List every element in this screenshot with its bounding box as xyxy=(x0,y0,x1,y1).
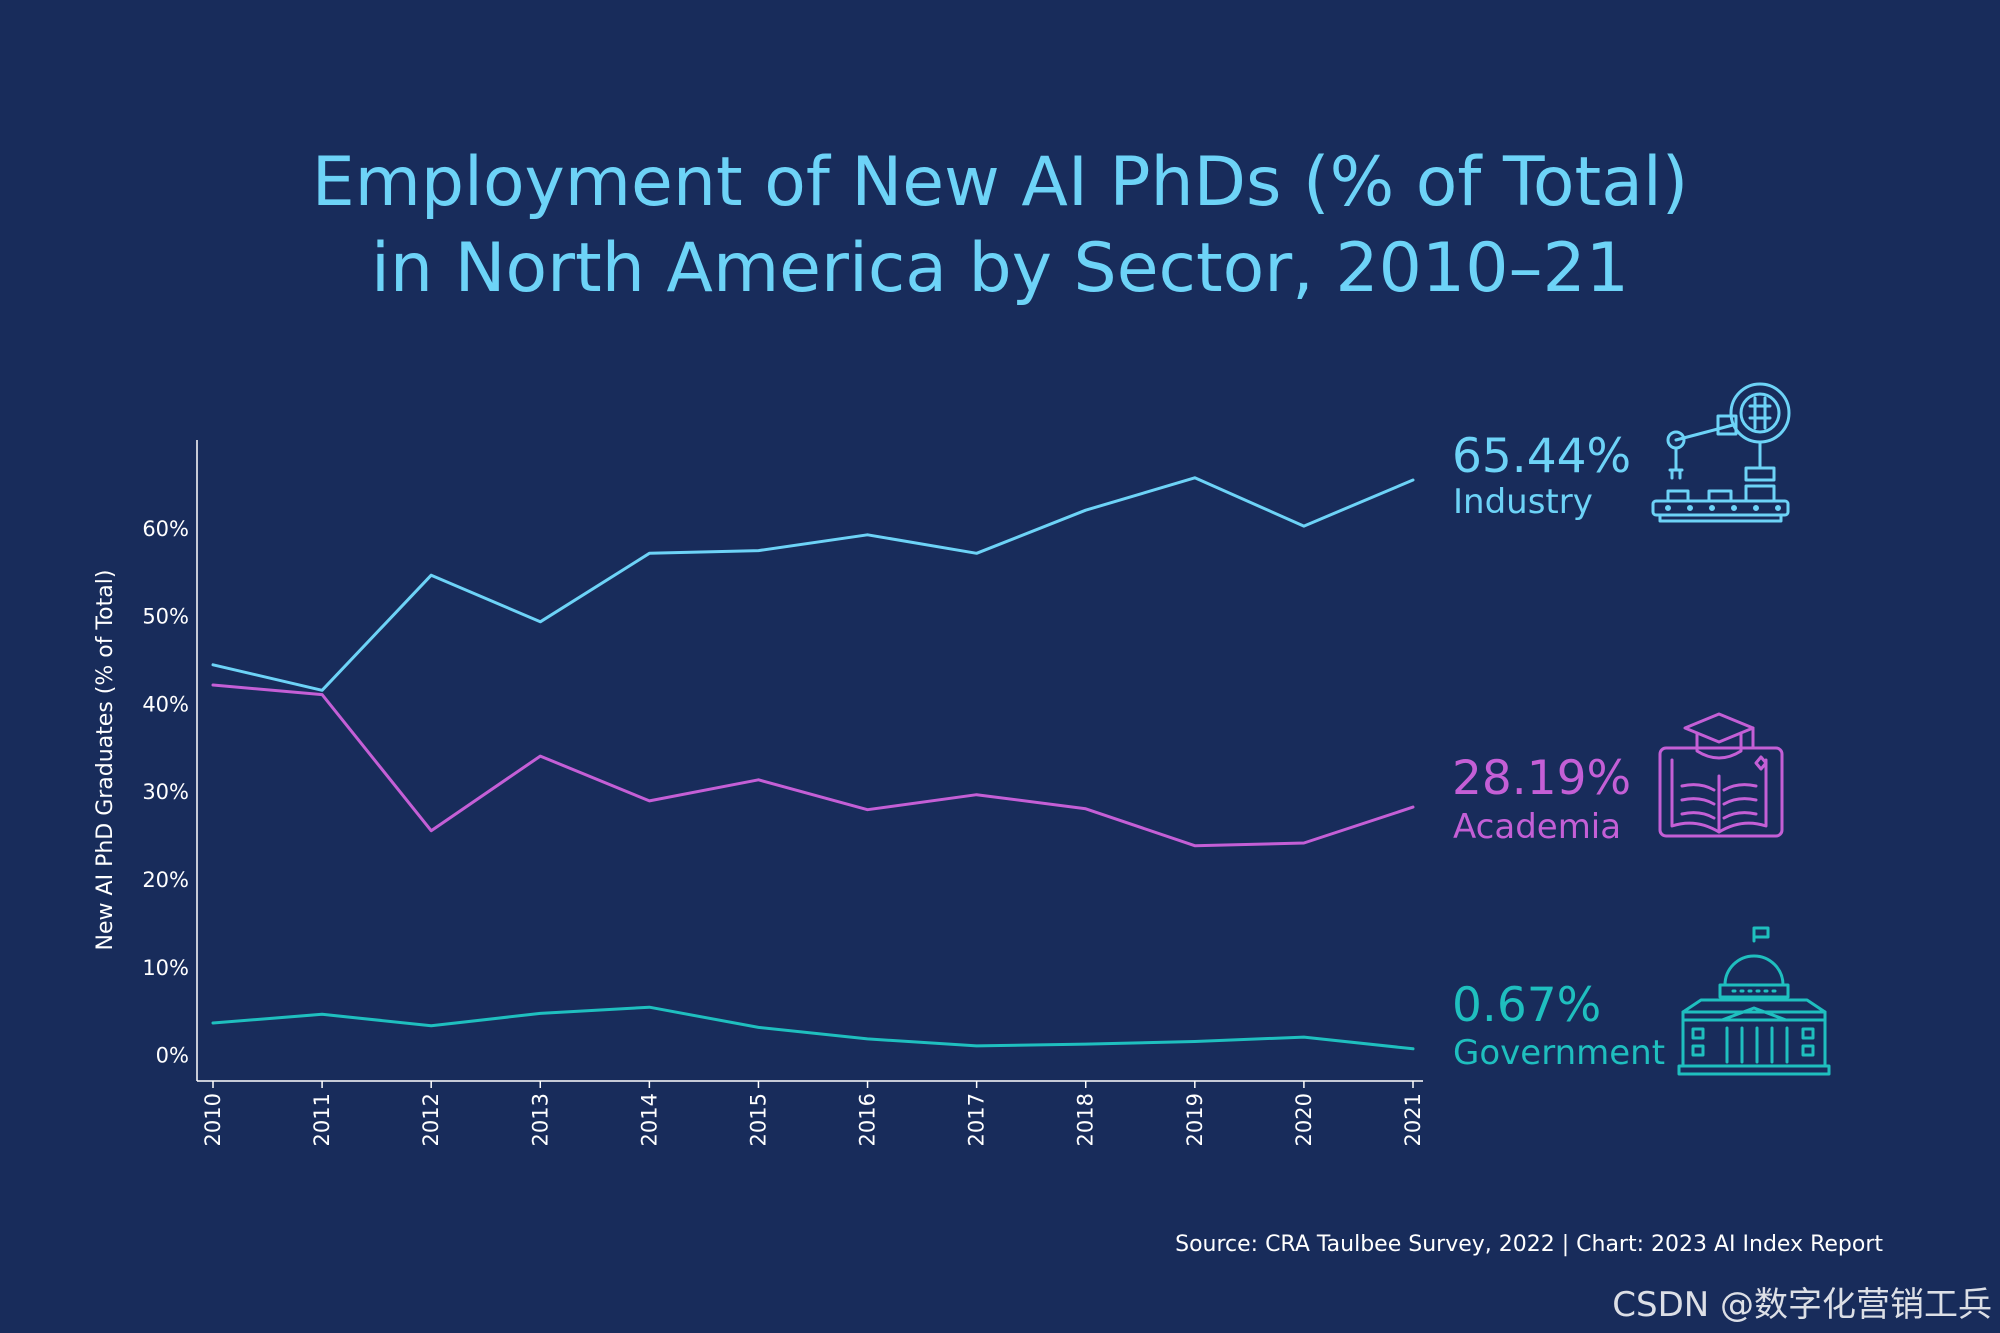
government-building-icon xyxy=(1677,926,1831,1076)
series-name-industry: Industry xyxy=(1453,482,1593,522)
series-end-labels: 65.44%Industry 28.19%Academia 0.67%Governm… xyxy=(1452,429,1665,1073)
end-value-academia: 28.19% xyxy=(1452,751,1631,806)
y-tick-label: 40% xyxy=(142,692,189,716)
x-tick-label: 2013 xyxy=(528,1093,552,1146)
y-tick-label: 0% xyxy=(156,1044,189,1068)
y-tick-label: 10% xyxy=(142,956,189,980)
x-tick-label: 2021 xyxy=(1401,1093,1425,1146)
robot-arm-brain-icon xyxy=(1651,382,1791,523)
series-name-academia: Academia xyxy=(1453,807,1621,847)
y-tick-label: 60% xyxy=(142,517,189,541)
series-line-industry xyxy=(211,476,1415,692)
series-line-academia xyxy=(211,683,1415,848)
x-tick-label: 2011 xyxy=(310,1093,334,1146)
series-name-government: Government xyxy=(1453,1033,1665,1073)
y-axis-label: New AI PhD Graduates (% of Total) xyxy=(93,570,118,951)
watermark: CSDN @数字化营销工兵 xyxy=(1612,1285,1992,1325)
chart-title-line-2: in North America by Sector, 2010–21 xyxy=(371,229,1629,308)
x-tick-label: 2020 xyxy=(1292,1093,1316,1146)
x-tick-labels: 2010 2011 2012 2013 2014 2015 2016 2017 2018 2019… xyxy=(201,1081,1425,1146)
chart-axes xyxy=(196,440,1423,1082)
graduation-book-icon xyxy=(1658,712,1784,838)
x-tick-label: 2019 xyxy=(1183,1093,1207,1146)
x-tick-label: 2016 xyxy=(856,1093,880,1146)
end-value-government: 0.67% xyxy=(1452,978,1601,1033)
x-tick-label: 2018 xyxy=(1074,1093,1098,1146)
y-tick-label: 50% xyxy=(142,605,189,629)
series-lines xyxy=(211,476,1415,1051)
x-tick-label: 2012 xyxy=(419,1093,443,1146)
series-line-government xyxy=(211,1005,1415,1051)
x-tick-label: 2014 xyxy=(637,1093,661,1146)
chart-title-line-1: Employment of New AI PhDs (% of Total) xyxy=(311,143,1689,222)
x-tick-label: 2015 xyxy=(746,1093,770,1146)
x-tick-label: 2010 xyxy=(201,1093,225,1146)
y-tick-labels: 0% 10% 20% 30% 40% 50% 60% xyxy=(142,517,189,1068)
x-tick-label: 2017 xyxy=(965,1093,989,1146)
end-value-industry: 65.44% xyxy=(1452,429,1631,484)
y-tick-label: 20% xyxy=(142,868,189,892)
y-tick-label: 30% xyxy=(142,780,189,804)
source-note: Source: CRA Taulbee Survey, 2022 | Chart… xyxy=(1175,1232,1883,1257)
chart-title: Employment of New AI PhDs (% of Total) i… xyxy=(0,140,2000,312)
